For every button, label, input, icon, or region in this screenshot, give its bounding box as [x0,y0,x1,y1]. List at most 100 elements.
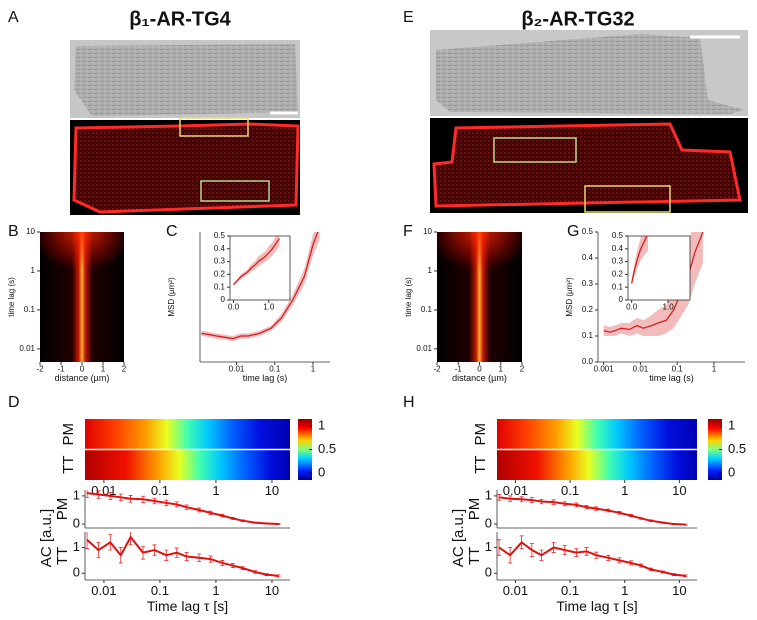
y-axis-label: MSD (µm²) [565,277,574,317]
x-tick-label: 10 [265,583,279,598]
confidence-band [631,236,649,286]
colorbar-tick-label: 0 [728,464,735,479]
density-glow [437,232,522,297]
y-axis-label: TT [54,547,71,565]
y-tick-label: 0.5 [214,231,226,240]
plot-area [631,236,649,286]
x-tick-label: 1 [712,364,717,373]
plot-area [85,532,281,578]
panel-chart: PM TT 0 0.5 1 0.01 0.1 1 10 [472,417,746,498]
y-axis-label: PM [466,498,483,521]
y-tick-label: 0.1 [582,331,594,340]
y-tick-label: 0 [485,515,492,530]
data-line [201,232,319,340]
x-axis-label: distance (µm) [452,373,507,383]
x-axis-label: time lag (s) [649,373,694,383]
y-tick-label: 0.1 [24,305,36,314]
plot-area [85,490,281,526]
y-axis-label: TT [466,547,483,565]
y-tick-label: 0.4 [214,244,226,253]
y-tick-label: 0.4 [612,244,624,253]
panel-label: G [567,223,579,240]
colorbar-tick-label: 1 [318,417,325,432]
heatmap-row [85,449,290,480]
x-tick-label: -2 [36,364,44,373]
x-tick-label: 1 [621,483,628,498]
data-line [498,496,686,526]
x-tick-label: 0.1 [269,364,281,373]
micrograph-a [70,40,300,215]
plot-area [201,232,320,342]
x-tick-label: 2 [122,364,127,373]
x-tick-label: 1 [212,483,219,498]
confidence-band [603,232,703,336]
colorbar-tick-label: 0 [318,464,325,479]
y-axis-label: time lag (s) [7,277,16,317]
panel-label: D [8,394,20,411]
heatmap-row [497,449,697,480]
y-tick-label: 0.3 [582,279,594,288]
colorbar-tick-label: 1 [728,417,735,432]
panel-title: β₂-AR-TG32 [521,8,634,30]
x-tick-label: 0.1 [561,583,579,598]
x-tick-label: 1.0 [663,302,675,311]
density-glow [40,232,124,297]
x-tick-label: 1 [621,583,628,598]
y-tick-label: 1 [485,539,492,554]
panel-label: B [8,223,19,240]
colorbar-tick-label: 0.5 [728,441,746,456]
panel-title: β₁-AR-TG4 [129,8,231,30]
x-tick-label: 1 [212,583,219,598]
plot-area [497,494,688,526]
y-tick-label: 0 [619,295,624,304]
x-tick-label: 10 [672,583,686,598]
y-tick-label: 1 [73,539,80,554]
x-tick-label: 0 [80,364,85,373]
data-line [233,238,280,286]
y-tick-label: 0 [73,565,80,580]
x-tick-label: 0.01 [633,364,649,373]
y-tick-label: 0.1 [214,282,226,291]
y-tick-label: 1 [428,266,433,275]
data-line [86,535,279,577]
panel-chart: 0.0 1.0 0 0.1 0.2 0.3 0.4 0.5 [214,231,291,311]
x-tick-label: 0 [477,364,482,373]
x-axis-label: time lag (s) [243,373,288,383]
y-tick-label: 0 [485,565,492,580]
plot-area [497,535,688,578]
y-tick-label: 10 [423,227,432,236]
y-tick-label: 0.2 [214,270,226,279]
y-tick-label: 1 [73,487,80,502]
y-tick-label: 0.4 [582,253,594,262]
x-tick-label: 0.1 [561,483,579,498]
y-tick-label: 0.3 [612,257,624,266]
panel-chart: -2 -1 0 1 2 0.01 0.1 1 10 distance (µm) time lag (… [7,227,127,383]
x-tick-label: 1 [499,364,504,373]
panel-label: A [8,9,19,26]
x-tick-label: 1 [311,364,316,373]
row-label: PM [472,423,489,446]
x-tick-label: 0.1 [672,364,684,373]
y-tick-label: 0.1 [421,305,433,314]
inset-frame [229,235,291,301]
colorbar [708,419,722,480]
y-tick-label: 0.01 [416,344,432,353]
row-label: PM [60,423,77,446]
x-tick-label: 0.01 [503,483,528,498]
y-axis-label: time lag (s) [404,277,413,317]
y-tick-label: 1 [31,266,36,275]
x-tick-label: 0.1 [151,583,169,598]
panel-chart: 0.01 0.1 1 time lag (s) MSD (µm²) [167,232,330,383]
row-label: TT [472,456,489,474]
x-tick-label: -1 [455,364,463,373]
x-tick-label: 0.001 [594,364,615,373]
y-tick-label: 0 [221,295,226,304]
x-tick-label: 0.01 [91,583,116,598]
y-tick-label: 0.5 [582,227,594,236]
panel-chart: 0.0 1.0 0 0.1 0.2 0.3 0.4 0.5 [612,231,691,311]
y-tick-label: 0.1 [612,282,624,291]
colorbar-tick-label: 0.5 [318,441,336,456]
row-label: TT [60,456,77,474]
